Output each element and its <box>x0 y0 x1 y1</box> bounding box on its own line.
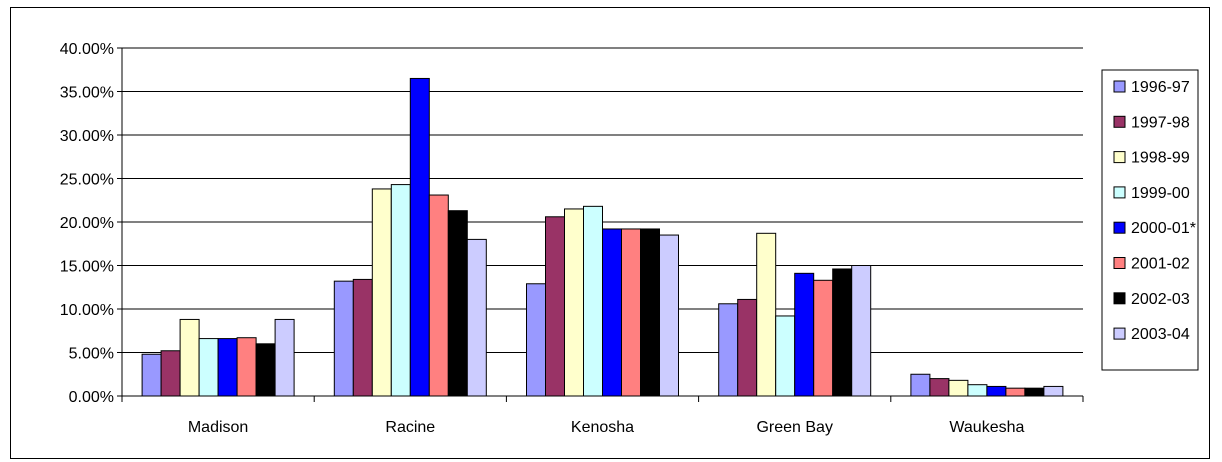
bar <box>236 337 257 397</box>
y-tick-label: 30.00% <box>60 128 114 145</box>
bar <box>794 272 815 397</box>
y-tick-label: 5.00% <box>69 346 114 363</box>
x-tick-label: Waukesha <box>949 419 1024 436</box>
bar <box>466 238 487 397</box>
bar <box>737 298 758 397</box>
bar <box>967 384 988 397</box>
bar <box>621 228 641 397</box>
bar <box>352 278 373 397</box>
bar <box>390 184 411 397</box>
y-tick-label: 35.00% <box>60 85 114 102</box>
bar <box>929 378 950 397</box>
legend-label: 2000-01* <box>1131 220 1196 237</box>
bar <box>428 194 449 397</box>
legend-swatch <box>1113 327 1126 340</box>
bar <box>775 315 796 397</box>
y-tick-label: 15.00% <box>60 259 114 276</box>
legend-swatch <box>1113 186 1126 199</box>
bar <box>659 234 679 397</box>
bar <box>910 373 931 397</box>
bar <box>832 268 853 397</box>
bar <box>640 228 660 397</box>
legend-label: 2001-02 <box>1131 256 1190 273</box>
bar <box>948 379 969 397</box>
bar <box>602 228 622 397</box>
bar <box>274 318 295 397</box>
legend-swatch <box>1113 292 1126 305</box>
bar <box>371 188 392 397</box>
legend-swatch <box>1113 221 1126 234</box>
bar <box>160 350 181 397</box>
bar <box>447 210 468 397</box>
bar <box>217 338 238 397</box>
bar <box>986 385 1007 397</box>
bar <box>583 205 603 397</box>
bar <box>198 338 219 397</box>
y-tick-label: 25.00% <box>60 172 114 189</box>
legend-swatch <box>1113 80 1126 93</box>
bar <box>756 232 777 397</box>
bar <box>141 353 162 397</box>
legend-label: 1998-99 <box>1131 150 1190 167</box>
x-tick-label: Green Bay <box>756 419 832 436</box>
bar <box>1024 387 1045 397</box>
legend-swatch <box>1113 151 1126 164</box>
y-tick-label: 0.00% <box>69 389 114 406</box>
y-tick-label: 40.00% <box>60 41 114 58</box>
bar <box>545 216 565 397</box>
bar <box>409 77 430 397</box>
bar <box>333 280 354 397</box>
bar <box>1043 385 1064 397</box>
bar <box>851 265 872 397</box>
bar <box>526 283 546 397</box>
bar <box>1005 387 1026 397</box>
legend-label: 2003-04 <box>1131 326 1190 343</box>
y-tick-label: 10.00% <box>60 302 114 319</box>
y-tick-label: 20.00% <box>60 215 114 232</box>
bar <box>179 318 200 397</box>
legend-label: 1997-98 <box>1131 114 1190 131</box>
x-tick-label: Madison <box>188 419 248 436</box>
bar <box>813 279 834 397</box>
legend-label: 2002-03 <box>1131 291 1190 308</box>
legend-label: 1999-00 <box>1131 185 1190 202</box>
legend-label: 1996-97 <box>1131 79 1190 96</box>
legend-swatch <box>1113 257 1126 269</box>
bar <box>255 343 276 397</box>
bar <box>718 303 739 397</box>
x-tick-label: Kenosha <box>571 419 634 436</box>
legend-swatch <box>1113 115 1126 128</box>
bar <box>564 208 584 397</box>
x-tick-label: Racine <box>385 419 435 436</box>
